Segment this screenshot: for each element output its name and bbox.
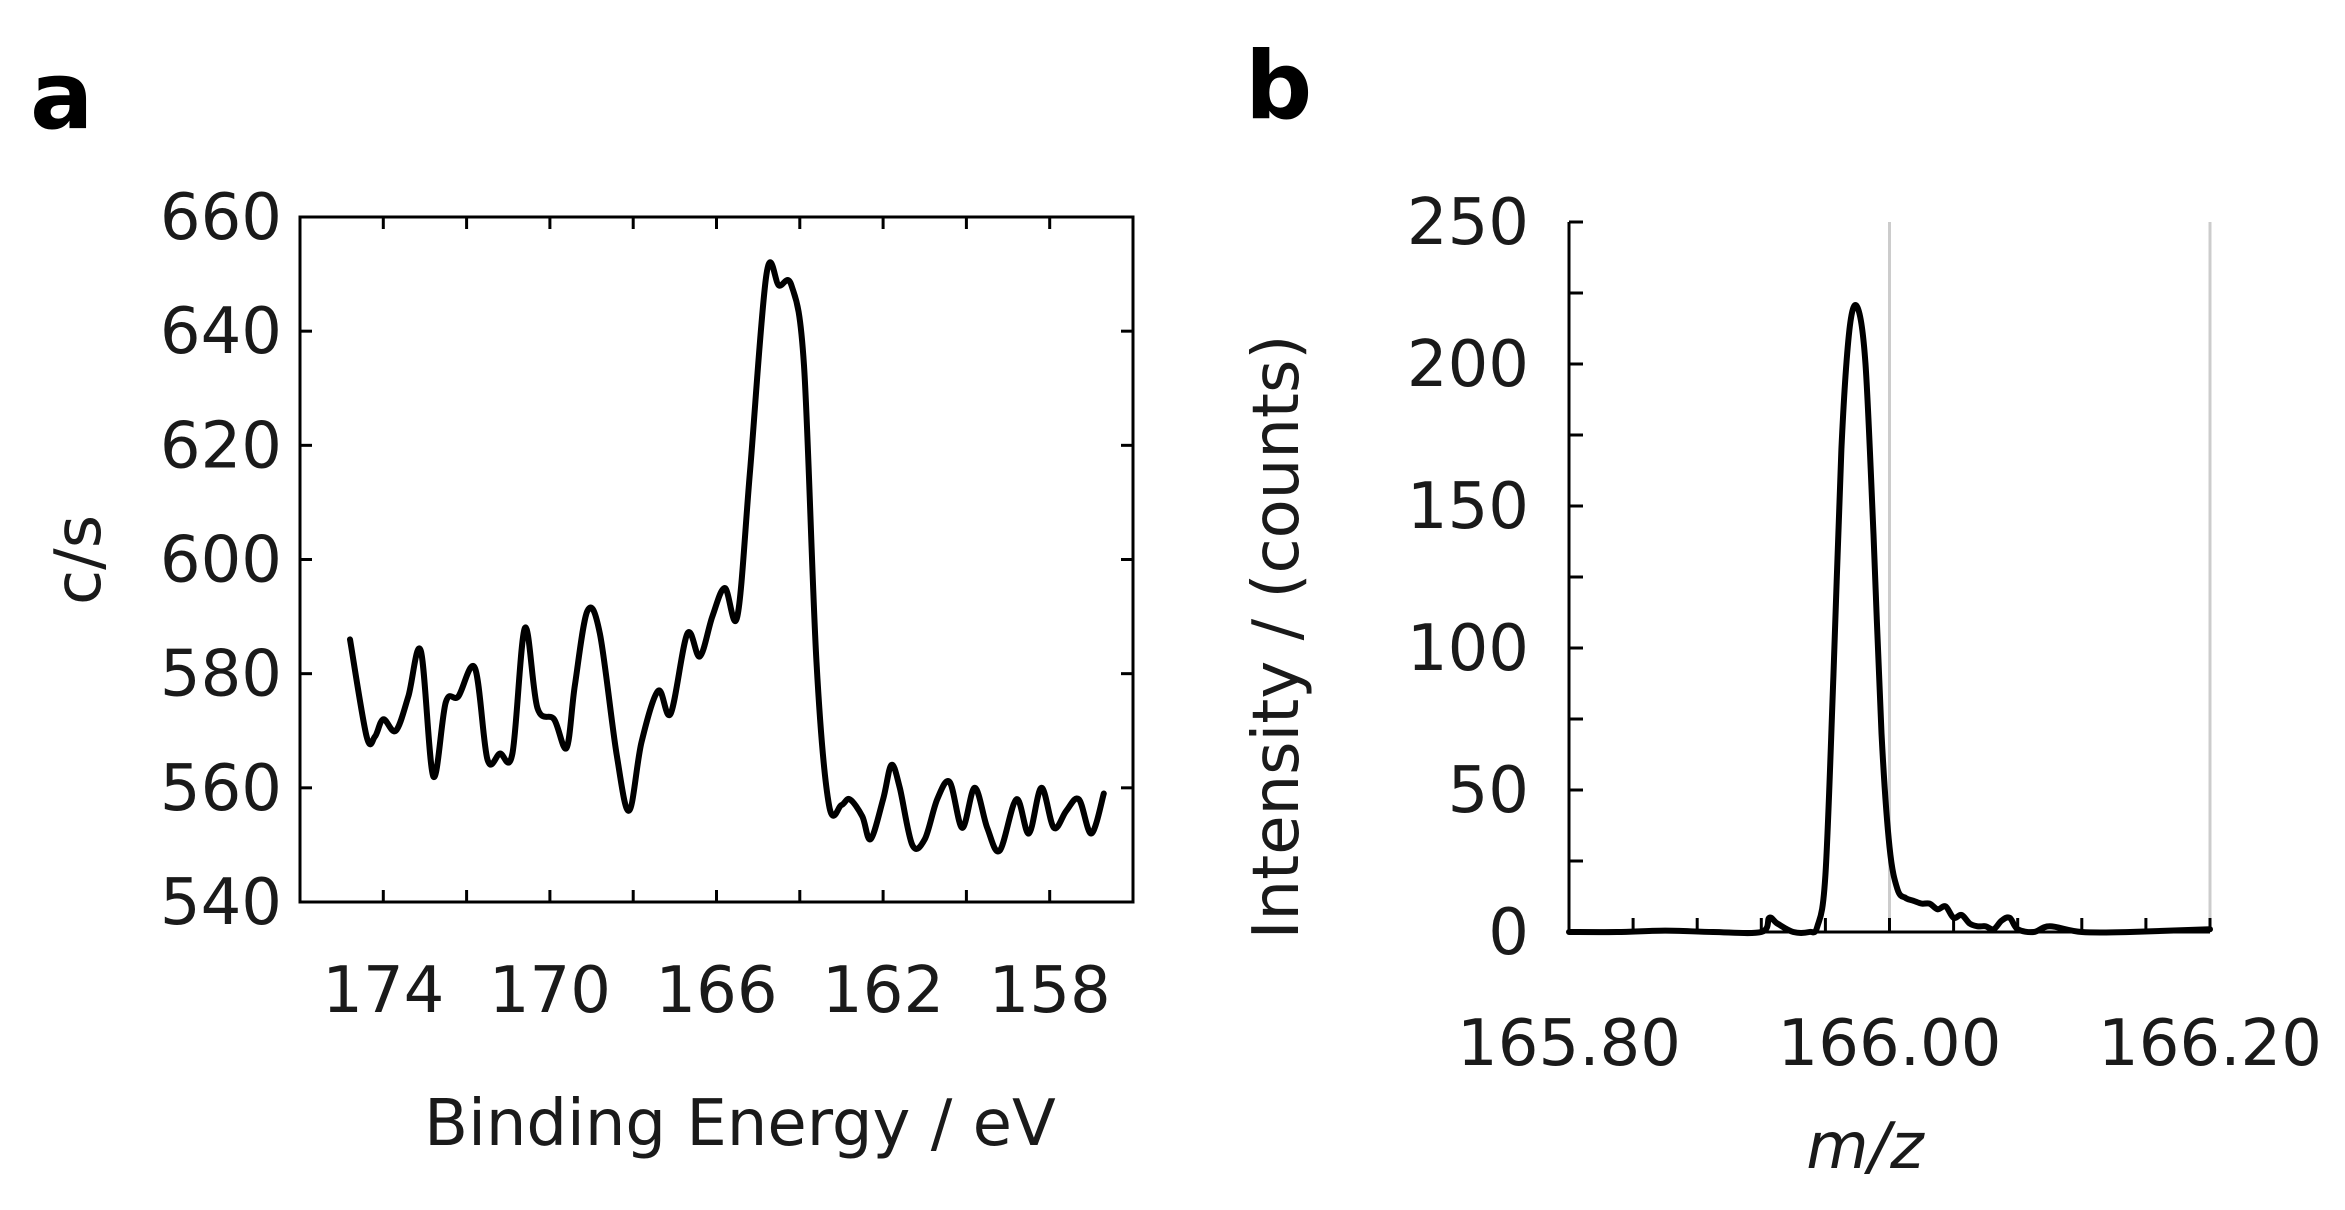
- chart-a-tick-labels: 174 170 166 162 158 540 560 580 600 620 640 660: [160, 181, 1111, 1028]
- chart-b-y-tick-label: 150: [1407, 470, 1529, 544]
- panel-a-label: a: [30, 42, 93, 151]
- chart-a-plot-frame: [298, 215, 1135, 904]
- chart-b-x-tick-label: 165.80: [1457, 1007, 1681, 1081]
- chart-a-xps: 174 170 166 162 158 540 560 580 600 620 640 660 Bin…: [42, 181, 1135, 1161]
- chart-a-ticks: [298, 215, 1135, 904]
- chart-b-reference-lines: [1888, 222, 2212, 932]
- chart-b-y-tick-label: 100: [1407, 612, 1529, 686]
- chart-a-x-tick-label: 170: [489, 954, 611, 1028]
- chart-a-y-axis-label: c/s: [42, 515, 116, 605]
- chart-a-series-line: [347, 259, 1107, 855]
- chart-a-x-axis-label: Binding Energy / eV: [424, 1087, 1056, 1161]
- chart-b-y-axis-label: Intensity / (counts): [1240, 335, 1314, 940]
- chart-b-tick-labels: 165.80 166.00 166.20 0 50 100 150 200 250: [1407, 186, 2322, 1081]
- chart-b-x-axis-label: m/z: [1806, 1110, 1925, 1184]
- chart-a-x-tick-label: 166: [655, 954, 777, 1028]
- chart-a-y-tick-label: 560: [160, 752, 282, 826]
- chart-a-y-tick-label: 580: [160, 638, 282, 712]
- chart-b-x-tick-label: 166.00: [1778, 1007, 2002, 1081]
- chart-a-y-tick-label: 620: [160, 409, 282, 483]
- chart-a-y-tick-label: 540: [160, 866, 282, 940]
- chart-b-y-tick-label: 50: [1448, 754, 1529, 828]
- chart-a-y-tick-label: 600: [160, 524, 282, 598]
- chart-b-y-tick-label: 250: [1407, 186, 1529, 260]
- chart-a-x-tick-label: 174: [322, 954, 444, 1028]
- chart-b-y-tick-label: 0: [1488, 896, 1529, 970]
- chart-b-series-line: [1566, 302, 2213, 937]
- chart-a-y-tick-label: 640: [160, 295, 282, 369]
- chart-b-y-tick-label: 200: [1407, 328, 1529, 402]
- chart-a-x-tick-label: 158: [989, 954, 1111, 1028]
- panel-b-label: b: [1245, 32, 1312, 141]
- chart-a-y-tick-label: 660: [160, 181, 282, 255]
- chart-a-x-tick-label: 162: [822, 954, 944, 1028]
- chart-b-mass-spectrum: 165.80 166.00 166.20 0 50 100 150 200 250 m/z In…: [1240, 186, 2322, 1184]
- chart-b-x-tick-label: 166.20: [2098, 1007, 2322, 1081]
